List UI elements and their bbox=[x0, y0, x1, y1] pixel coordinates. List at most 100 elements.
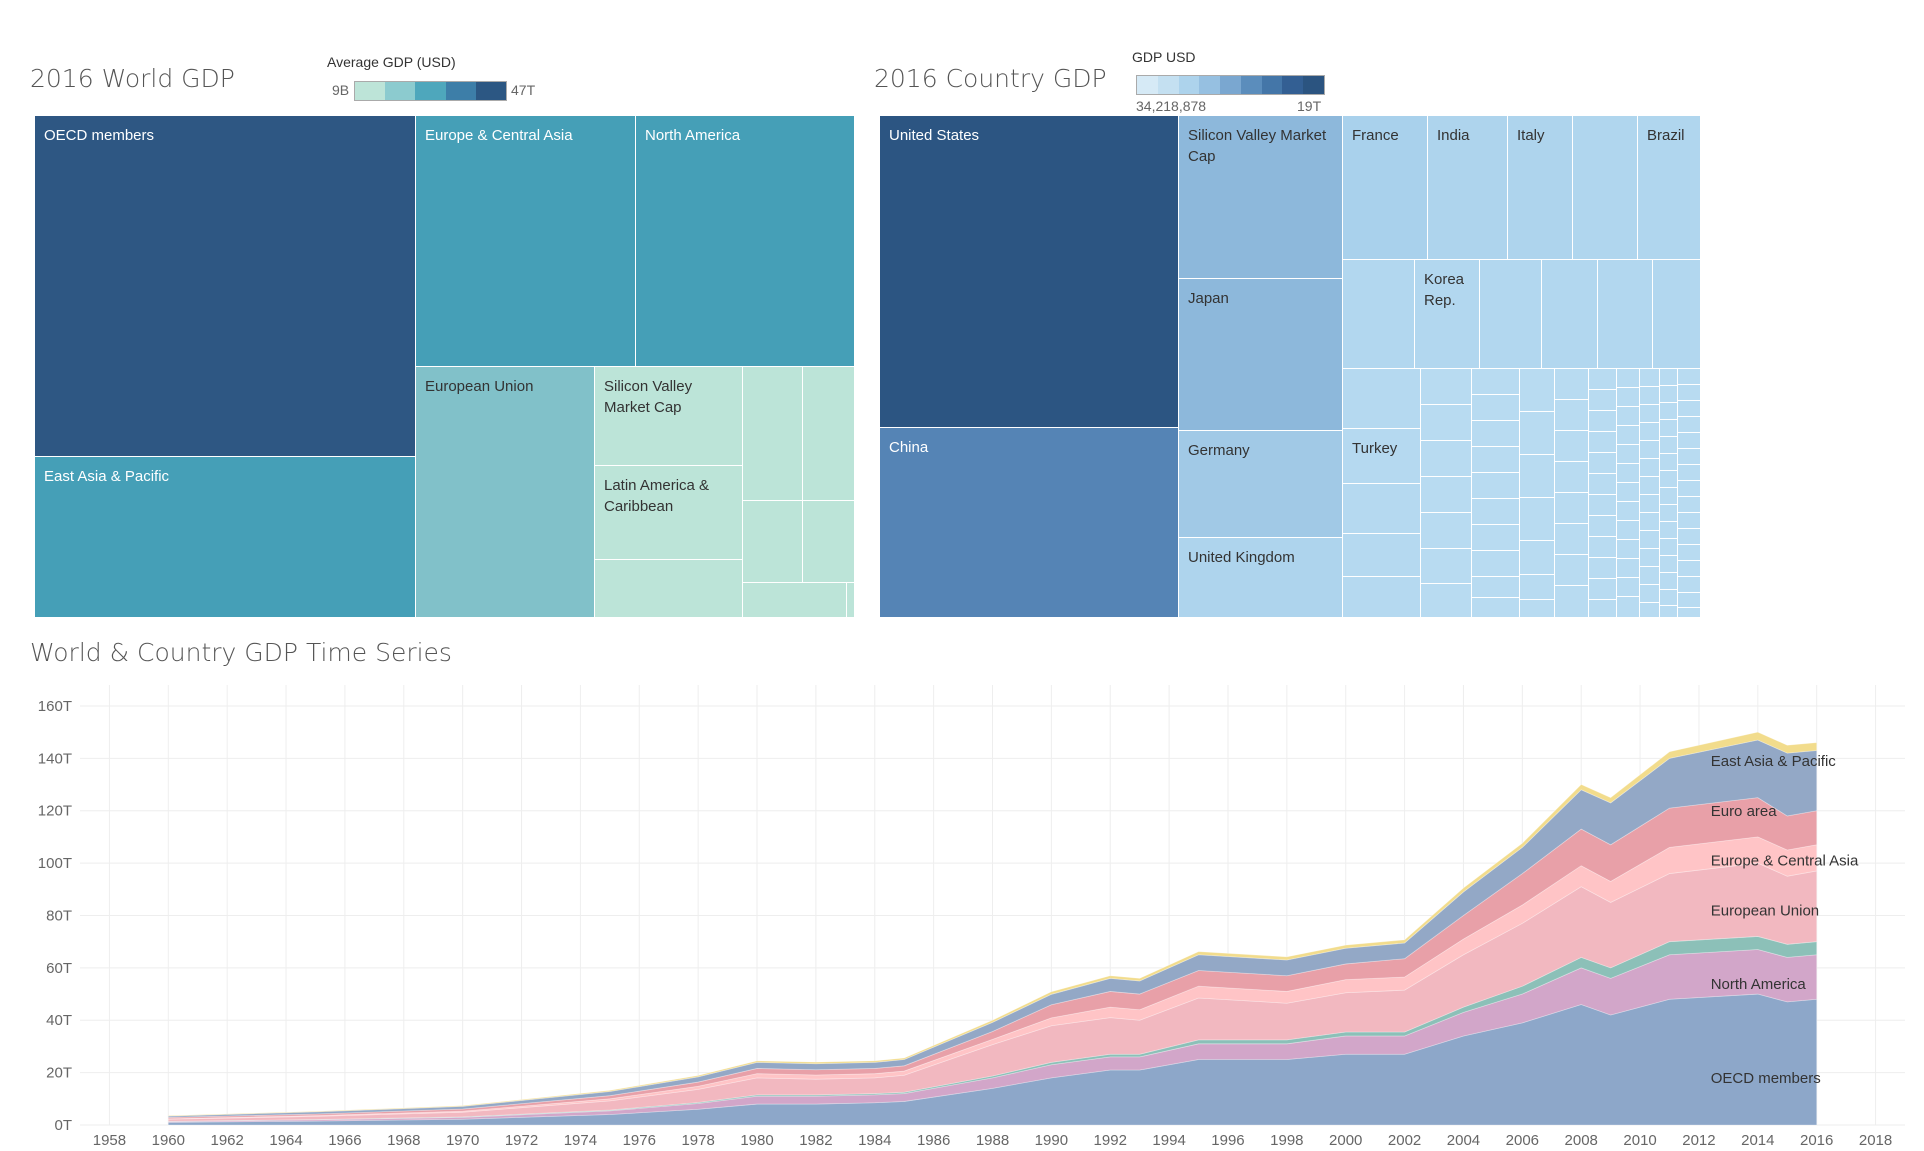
tile-country[interactable] bbox=[1421, 584, 1472, 618]
tile-europe-central-asia[interactable]: Europe & Central Asia bbox=[416, 116, 636, 367]
tile-country[interactable] bbox=[1660, 505, 1678, 522]
tile-country[interactable] bbox=[1555, 524, 1589, 555]
tile-country[interactable] bbox=[1589, 600, 1617, 618]
tile-country[interactable] bbox=[1653, 260, 1701, 369]
tile-country[interactable] bbox=[1678, 513, 1701, 529]
tile-country[interactable] bbox=[1640, 531, 1660, 549]
tile-country[interactable] bbox=[1678, 449, 1701, 465]
tile-region[interactable] bbox=[803, 501, 855, 583]
tile-region[interactable] bbox=[803, 367, 855, 501]
tile-united-states[interactable]: United States bbox=[880, 116, 1179, 428]
tile-country[interactable] bbox=[1640, 369, 1660, 387]
tile-country[interactable] bbox=[1421, 405, 1472, 441]
tile-country[interactable] bbox=[1589, 432, 1617, 453]
tile-country[interactable] bbox=[1678, 577, 1701, 593]
tile-country[interactable] bbox=[1660, 573, 1678, 590]
tile-country[interactable] bbox=[1660, 369, 1678, 386]
tile-country[interactable] bbox=[1678, 433, 1701, 449]
tile-country[interactable] bbox=[1589, 579, 1617, 600]
tile-country[interactable] bbox=[1660, 522, 1678, 539]
tile-country[interactable] bbox=[1343, 534, 1421, 577]
tile-country[interactable] bbox=[1589, 369, 1617, 390]
tile-country[interactable] bbox=[1678, 369, 1701, 385]
tile-country[interactable] bbox=[1520, 412, 1555, 455]
tile-latin-america-caribbean[interactable]: Latin America & Caribbean bbox=[595, 466, 743, 560]
tile-country[interactable] bbox=[1598, 260, 1653, 369]
tile-country[interactable] bbox=[1472, 598, 1520, 618]
tile-country[interactable] bbox=[1640, 585, 1660, 603]
tile-country[interactable] bbox=[1640, 405, 1660, 423]
tile-country[interactable] bbox=[1520, 369, 1555, 412]
tile-silicon-valley-country[interactable]: Silicon Valley Market Cap bbox=[1179, 116, 1343, 279]
tile-country[interactable] bbox=[1617, 388, 1640, 407]
tile-country[interactable] bbox=[1678, 545, 1701, 561]
tile-country[interactable] bbox=[1421, 441, 1472, 477]
tile-country[interactable] bbox=[1472, 447, 1520, 473]
tile-country[interactable] bbox=[1660, 437, 1678, 454]
tile-country[interactable] bbox=[1640, 567, 1660, 585]
tile-country[interactable] bbox=[1472, 577, 1520, 598]
tile-country[interactable] bbox=[1472, 369, 1520, 395]
tile-country[interactable] bbox=[1660, 606, 1678, 618]
tile-country[interactable] bbox=[1660, 454, 1678, 471]
tile-country[interactable] bbox=[1589, 495, 1617, 516]
tile-country[interactable] bbox=[1678, 465, 1701, 481]
tile-country[interactable] bbox=[1573, 116, 1638, 260]
tile-region[interactable] bbox=[743, 501, 803, 583]
tile-country[interactable] bbox=[1617, 369, 1640, 388]
tile-country[interactable] bbox=[1480, 260, 1542, 369]
tile-country[interactable] bbox=[1660, 471, 1678, 488]
tile-country[interactable] bbox=[1421, 549, 1472, 584]
tile-country[interactable] bbox=[1555, 431, 1589, 462]
tile-country[interactable] bbox=[1589, 453, 1617, 474]
tile-country[interactable] bbox=[1555, 493, 1589, 524]
tile-silicon-valley[interactable]: Silicon Valley Market Cap bbox=[595, 367, 743, 466]
tile-india[interactable]: India bbox=[1428, 116, 1508, 260]
tile-country[interactable] bbox=[1520, 498, 1555, 541]
tile-country[interactable] bbox=[1555, 555, 1589, 586]
tile-country[interactable] bbox=[1640, 495, 1660, 513]
tile-country[interactable] bbox=[1555, 369, 1589, 400]
tile-country[interactable] bbox=[1472, 473, 1520, 499]
tile-germany[interactable]: Germany bbox=[1179, 431, 1343, 538]
tile-country[interactable] bbox=[1617, 578, 1640, 597]
tile-country[interactable] bbox=[1617, 559, 1640, 578]
tile-country[interactable] bbox=[1472, 525, 1520, 551]
tile-country[interactable] bbox=[1421, 513, 1472, 549]
tile-country[interactable] bbox=[1660, 488, 1678, 505]
tile-korea[interactable]: Korea Rep. bbox=[1415, 260, 1480, 369]
tile-country[interactable] bbox=[1343, 260, 1415, 369]
tile-country[interactable] bbox=[1640, 603, 1660, 618]
tile-country[interactable] bbox=[1640, 459, 1660, 477]
tile-country[interactable] bbox=[1555, 586, 1589, 618]
tile-country[interactable] bbox=[1678, 401, 1701, 417]
tile-east-asia-pacific[interactable]: East Asia & Pacific bbox=[35, 457, 416, 618]
tile-region[interactable] bbox=[847, 583, 855, 618]
tile-country[interactable] bbox=[1520, 541, 1555, 575]
tile-country[interactable] bbox=[1678, 608, 1701, 618]
tile-region[interactable] bbox=[595, 560, 743, 618]
tile-country[interactable] bbox=[1343, 369, 1421, 429]
tile-country[interactable] bbox=[1678, 561, 1701, 577]
tile-country[interactable] bbox=[1660, 539, 1678, 556]
tile-country[interactable] bbox=[1640, 513, 1660, 531]
tile-country[interactable] bbox=[1617, 540, 1640, 559]
tile-country[interactable] bbox=[1660, 556, 1678, 573]
tile-italy[interactable]: Italy bbox=[1508, 116, 1573, 260]
tile-oecd-members[interactable]: OECD members bbox=[35, 116, 416, 457]
tile-country[interactable] bbox=[1555, 400, 1589, 431]
tile-country[interactable] bbox=[1343, 484, 1421, 534]
tile-country[interactable] bbox=[1640, 549, 1660, 567]
tile-european-union[interactable]: European Union bbox=[416, 367, 595, 618]
tile-turkey[interactable]: Turkey bbox=[1343, 429, 1421, 484]
tile-country[interactable] bbox=[1617, 521, 1640, 540]
tile-country[interactable] bbox=[1520, 600, 1555, 618]
tile-country[interactable] bbox=[1472, 499, 1520, 525]
tile-brazil[interactable]: Brazil bbox=[1638, 116, 1701, 260]
tile-country[interactable] bbox=[1678, 497, 1701, 513]
tile-country[interactable] bbox=[1589, 390, 1617, 411]
tile-country[interactable] bbox=[1589, 516, 1617, 537]
tile-united-kingdom[interactable]: United Kingdom bbox=[1179, 538, 1343, 618]
tile-country[interactable] bbox=[1589, 537, 1617, 558]
tile-country[interactable] bbox=[1589, 474, 1617, 495]
